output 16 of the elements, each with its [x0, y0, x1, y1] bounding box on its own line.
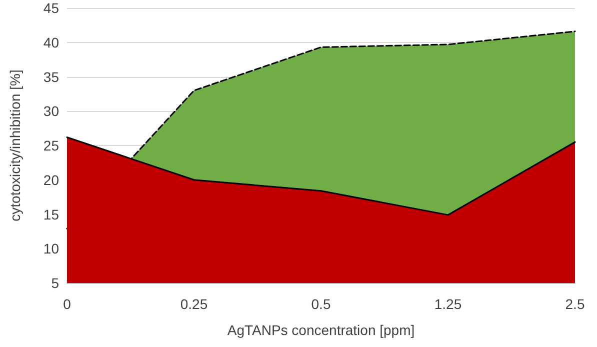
y-tick-label: 30 — [43, 103, 60, 120]
x-tick-label: 0.25 — [180, 296, 208, 312]
x-tick-label: 0 — [63, 296, 72, 312]
x-axis-title: AgTANPs concentration [ppm] — [227, 322, 415, 338]
x-tick-label: 0.5 — [311, 296, 331, 312]
y-tick-label: 10 — [43, 240, 60, 257]
y-tick-label: 45 — [43, 0, 60, 16]
x-tick-label: 1.25 — [434, 296, 462, 312]
y-tick-label: 20 — [43, 172, 60, 188]
y-tick-label: 35 — [43, 68, 60, 85]
x-tick-label: 2.5 — [565, 296, 585, 312]
y-tick-label: 25 — [43, 138, 60, 154]
y-axis-title: cytotoxicity/inhibition [%] — [7, 70, 23, 222]
y-tick-label: 40 — [43, 34, 60, 50]
y-tick-label: 15 — [43, 206, 60, 222]
y-tick-label: 5 — [51, 275, 60, 291]
